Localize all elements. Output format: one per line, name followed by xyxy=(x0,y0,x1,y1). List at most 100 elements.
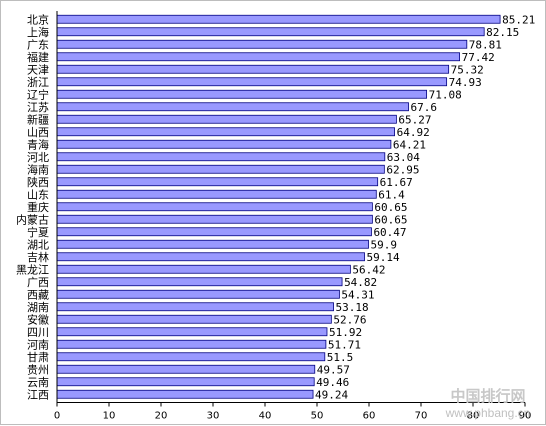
value-label: 67.6 xyxy=(411,101,438,114)
bars-layer xyxy=(56,14,501,399)
bar xyxy=(56,89,428,99)
value-labels: 85.2182.1578.8177.4275.3274.9371.0867.66… xyxy=(315,13,535,401)
x-tick-label: 40 xyxy=(259,411,272,422)
category-label: 内蒙古 xyxy=(16,212,49,226)
bar xyxy=(56,302,334,312)
category-label: 海南 xyxy=(27,162,49,176)
x-tick-label: 60 xyxy=(363,411,376,422)
value-label: 51.5 xyxy=(327,351,354,364)
category-label: 湖南 xyxy=(27,301,49,314)
category-label: 山东 xyxy=(27,188,49,201)
watermark-url: www.phbang.cn xyxy=(445,406,531,420)
bar xyxy=(56,327,328,337)
value-label: 59.14 xyxy=(367,251,400,264)
bar xyxy=(56,189,377,199)
bar xyxy=(56,152,386,162)
category-label: 青海 xyxy=(27,137,49,151)
bar xyxy=(56,377,315,387)
value-label: 52.76 xyxy=(333,313,366,326)
x-tick-label: 80 xyxy=(467,411,480,422)
value-label: 64.92 xyxy=(397,126,430,139)
x-tick-label: 0 xyxy=(54,411,60,422)
x-tick-label: 10 xyxy=(103,411,116,422)
watermark-text: 中国排行网 xyxy=(450,387,525,405)
bar xyxy=(56,352,326,362)
value-label: 64.21 xyxy=(393,138,426,151)
category-label: 河北 xyxy=(27,151,49,164)
value-label: 60.65 xyxy=(374,213,407,226)
category-label: 福建 xyxy=(27,50,49,64)
value-label: 60.47 xyxy=(373,226,406,239)
value-label: 75.32 xyxy=(451,63,484,76)
value-label: 85.21 xyxy=(502,13,535,26)
bar xyxy=(56,314,332,324)
bar xyxy=(56,139,392,149)
category-label: 宁夏 xyxy=(27,225,49,239)
value-label: 49.24 xyxy=(315,388,348,401)
category-label: 西藏 xyxy=(27,288,49,301)
category-label: 陕西 xyxy=(27,175,49,189)
bar xyxy=(56,264,351,274)
value-label: 54.31 xyxy=(341,288,374,301)
bar xyxy=(56,27,485,37)
value-label: 51.92 xyxy=(329,326,362,339)
category-label: 江苏 xyxy=(27,101,49,114)
category-label: 云南 xyxy=(27,376,49,389)
bar xyxy=(56,239,369,249)
x-tick-label: 90 xyxy=(519,411,532,422)
value-label: 61.67 xyxy=(380,176,413,189)
value-label: 56.42 xyxy=(352,263,385,276)
x-tick-label: 20 xyxy=(155,411,168,422)
bar xyxy=(56,52,460,62)
value-label: 60.65 xyxy=(374,201,407,214)
category-label: 广东 xyxy=(27,38,49,51)
bar xyxy=(56,102,409,112)
value-label: 61.4 xyxy=(378,188,405,201)
category-label: 黑龙江 xyxy=(16,263,49,276)
category-label: 河南 xyxy=(27,338,49,351)
x-tick-label: 30 xyxy=(207,411,220,422)
bar xyxy=(56,202,373,212)
category-label: 甘肃 xyxy=(27,351,49,364)
value-label: 53.18 xyxy=(336,301,369,314)
value-label: 62.95 xyxy=(386,163,419,176)
category-label: 浙江 xyxy=(27,76,49,89)
axes xyxy=(56,11,525,403)
bar xyxy=(56,277,343,287)
x-tick-labels: 0 10 20 30 40 50 60 70 80 90 xyxy=(54,402,532,422)
value-label: 71.08 xyxy=(429,88,462,101)
bar xyxy=(56,127,395,137)
bar xyxy=(56,227,372,237)
bar xyxy=(56,339,327,349)
bar xyxy=(56,289,340,299)
bar xyxy=(56,39,468,49)
x-tick-label: 70 xyxy=(415,411,428,422)
category-label: 山西 xyxy=(27,126,49,139)
value-label: 65.27 xyxy=(398,113,431,126)
value-label: 74.93 xyxy=(449,76,482,89)
value-label: 49.57 xyxy=(317,363,350,376)
value-label: 49.46 xyxy=(316,376,349,389)
value-label: 63.04 xyxy=(387,151,420,164)
bar xyxy=(56,252,365,262)
value-label: 78.81 xyxy=(469,38,502,51)
category-label: 贵州 xyxy=(27,363,49,376)
category-label: 辽宁 xyxy=(27,87,49,101)
bar xyxy=(56,14,501,24)
category-label: 重庆 xyxy=(27,200,49,214)
bar xyxy=(56,64,450,74)
category-label: 四川 xyxy=(27,326,49,339)
category-label: 安徽 xyxy=(27,312,49,326)
category-label: 北京 xyxy=(27,12,49,26)
bar xyxy=(56,177,379,187)
value-label: 59.9 xyxy=(370,238,397,251)
bar xyxy=(56,389,314,399)
value-label: 77.42 xyxy=(462,51,495,64)
category-label: 天津 xyxy=(27,63,49,76)
category-label: 江西 xyxy=(27,388,49,401)
category-label: 湖北 xyxy=(27,238,49,251)
value-label: 54.82 xyxy=(344,276,377,289)
watermark: 中国排行网 www.phbang.cn xyxy=(445,387,531,420)
